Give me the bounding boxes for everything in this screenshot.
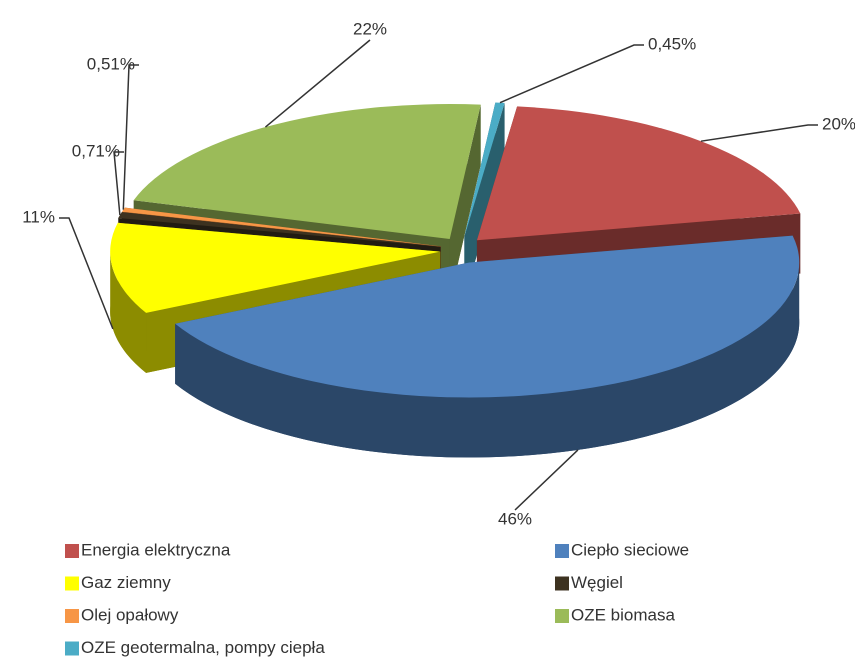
- legend-swatch: [555, 544, 569, 558]
- slice: [476, 106, 801, 241]
- data-label: 0,71%: [72, 141, 120, 160]
- slice-wall: [464, 102, 505, 297]
- legend-swatch: [65, 641, 79, 656]
- data-label: 46%: [498, 509, 532, 528]
- slice: [175, 235, 800, 398]
- slice: [121, 207, 441, 247]
- legend-label: Energia elektryczna: [81, 540, 231, 559]
- leader-line: [264, 39, 371, 128]
- legend-label: Ciepło sieciowe: [571, 540, 689, 559]
- legend-label: Gaz ziemny: [81, 573, 171, 592]
- leader-line: [113, 151, 124, 216]
- slice: [464, 102, 505, 237]
- data-label: 0,51%: [87, 54, 135, 73]
- leader-line: [122, 64, 139, 210]
- data-label: 0,45%: [648, 34, 696, 53]
- legend-swatch: [65, 576, 79, 591]
- legend-swatch: [555, 576, 569, 591]
- slice-side: [110, 252, 147, 373]
- legend-swatch: [65, 609, 79, 623]
- slice: [118, 212, 441, 247]
- legend-label: OZE geotermalna, pompy ciepła: [81, 638, 325, 657]
- legend-label: Olej opałowy: [81, 605, 179, 624]
- slice-wall: [449, 104, 481, 300]
- leader-line: [700, 124, 818, 142]
- data-label: 20%: [822, 114, 855, 133]
- legend-swatch: [555, 609, 569, 623]
- legend-label: OZE biomasa: [571, 605, 675, 624]
- slice: [133, 104, 481, 240]
- slice-side: [175, 263, 800, 458]
- leader-line: [499, 44, 644, 104]
- data-label: 11%: [22, 207, 55, 226]
- leader-line: [59, 217, 114, 330]
- leader-line: [514, 449, 579, 511]
- legend-label: Węgiel: [571, 573, 623, 592]
- data-label: 22%: [353, 19, 387, 38]
- legend-swatch: [65, 544, 79, 558]
- slice: [110, 222, 441, 313]
